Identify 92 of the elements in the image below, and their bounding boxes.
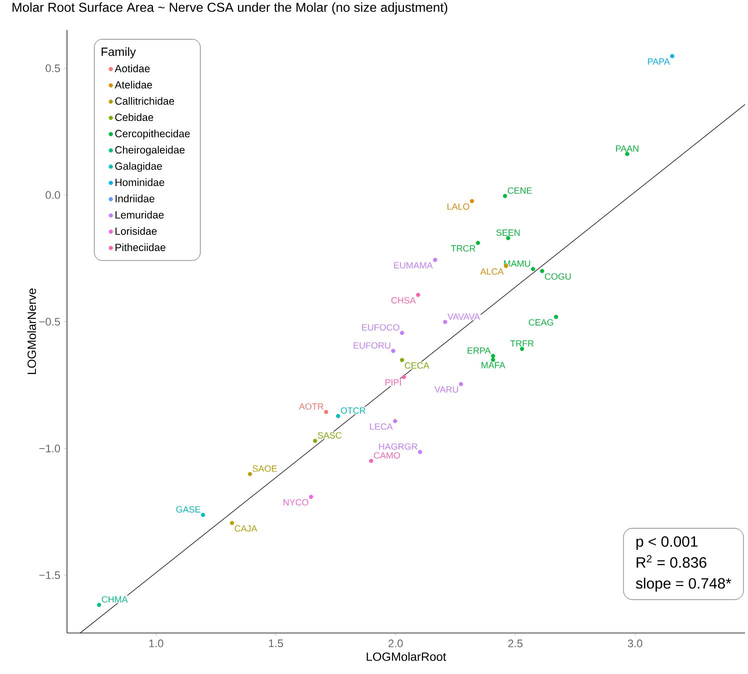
annotation: p < 0.001 <box>636 536 698 550</box>
legend-label: Callitrichidae <box>115 97 174 105</box>
point <box>400 358 404 362</box>
y-tick-label: 0.0 <box>46 191 60 199</box>
legend-label: Galagidae <box>115 162 162 172</box>
annotation: slope = 0.748* <box>636 578 732 592</box>
point <box>490 354 496 358</box>
point <box>506 236 510 240</box>
annotation: EUMAMA <box>394 262 433 268</box>
chart-title: Molar Root Surface Area ~ Nerve CSA under the Molar (no size adjustment) <box>12 2 448 14</box>
annotation: PIPI <box>385 379 401 386</box>
legend-label: Cercopithecidae <box>115 130 190 140</box>
legend-label: Pitheciidae <box>116 243 166 252</box>
point <box>313 438 318 443</box>
legend-label: Lemuridae <box>116 210 164 219</box>
annotation: SASC <box>318 432 342 439</box>
legend-label: Atelidae <box>114 80 152 89</box>
legend-label: Hominidae <box>116 178 164 186</box>
annotation: SEEN <box>496 229 520 236</box>
x-tick-label: 3.0 <box>628 640 642 648</box>
point <box>369 458 374 463</box>
point <box>625 152 630 156</box>
point <box>490 358 496 362</box>
annotation: GASE <box>176 506 200 513</box>
annotation: PAPA <box>648 58 670 65</box>
point <box>540 268 544 274</box>
point <box>391 348 396 353</box>
annotation: SAOE <box>252 465 277 472</box>
annotation: EUFORU <box>354 342 390 349</box>
annotation: MAMU <box>504 260 530 267</box>
y-tick-label: 0.5 <box>46 64 60 72</box>
legend-label: Cheirogaleidae <box>115 146 185 156</box>
point <box>476 240 480 246</box>
legend-label: Lorisidae <box>116 227 157 235</box>
annotation: CENE <box>508 187 532 194</box>
point <box>400 330 404 335</box>
annotation: VARU <box>434 386 458 393</box>
point <box>230 520 234 526</box>
annotation: HAGRGR <box>379 443 418 450</box>
y-tick-label: −0.5 <box>39 318 60 326</box>
legend-title: Family <box>102 47 136 58</box>
annotation: ALCA <box>480 268 504 275</box>
annotation: TRFR <box>510 340 534 347</box>
point <box>402 374 406 380</box>
annotation: CHMA <box>102 596 128 603</box>
y-tick-label: −1.0 <box>39 444 60 452</box>
point <box>502 194 508 198</box>
annotation: CAJA <box>234 525 258 532</box>
annotation: ERPA <box>468 347 491 354</box>
annotation: LECA <box>370 423 393 430</box>
point <box>393 419 398 424</box>
annotation: VAVAVA <box>448 314 480 320</box>
point <box>470 198 474 204</box>
legend-label: Cebidae <box>115 113 154 122</box>
point <box>670 54 674 58</box>
point <box>200 512 206 517</box>
point <box>248 472 252 476</box>
point <box>520 346 524 351</box>
annotation: AOTR <box>298 403 324 410</box>
x-tick-label: 2.5 <box>508 640 522 648</box>
legend-label: Indriidae <box>116 194 154 202</box>
annotation: NYCO <box>284 499 308 506</box>
point <box>530 266 536 272</box>
x-axis-title: LOGMolarRoot <box>366 652 446 661</box>
point <box>96 602 102 607</box>
point <box>554 314 558 320</box>
point <box>458 382 464 386</box>
x-tick-label: 1.5 <box>269 640 283 648</box>
point <box>416 292 420 297</box>
point <box>418 450 422 454</box>
annotation: CAMO <box>374 452 400 459</box>
point <box>443 320 448 324</box>
point <box>336 414 340 418</box>
point <box>433 258 438 262</box>
legend-label: Aotidae <box>114 64 150 72</box>
annotation: LALO <box>447 203 470 210</box>
x-tick-label: 1.0 <box>149 640 164 648</box>
annotation: R$^{2}$ = 0.836 <box>636 555 706 568</box>
annotation: EUFOCO <box>362 324 400 331</box>
annotation: TRCR <box>450 245 476 252</box>
annotation: MAFA <box>482 362 506 368</box>
point <box>324 410 328 414</box>
annotation: PAAN <box>616 145 638 152</box>
y-tick-label: −1.5 <box>39 571 60 580</box>
annotation: CECA <box>404 362 430 369</box>
point <box>308 494 314 499</box>
y-axis-title: LOGMolarNerve <box>27 288 36 374</box>
annotation: COGU <box>544 273 571 280</box>
annotation: CHSA <box>391 297 416 304</box>
annotation: CEAG <box>528 319 554 326</box>
annotation: OTCR <box>340 407 366 414</box>
x-tick-label: 2.0 <box>388 640 403 648</box>
